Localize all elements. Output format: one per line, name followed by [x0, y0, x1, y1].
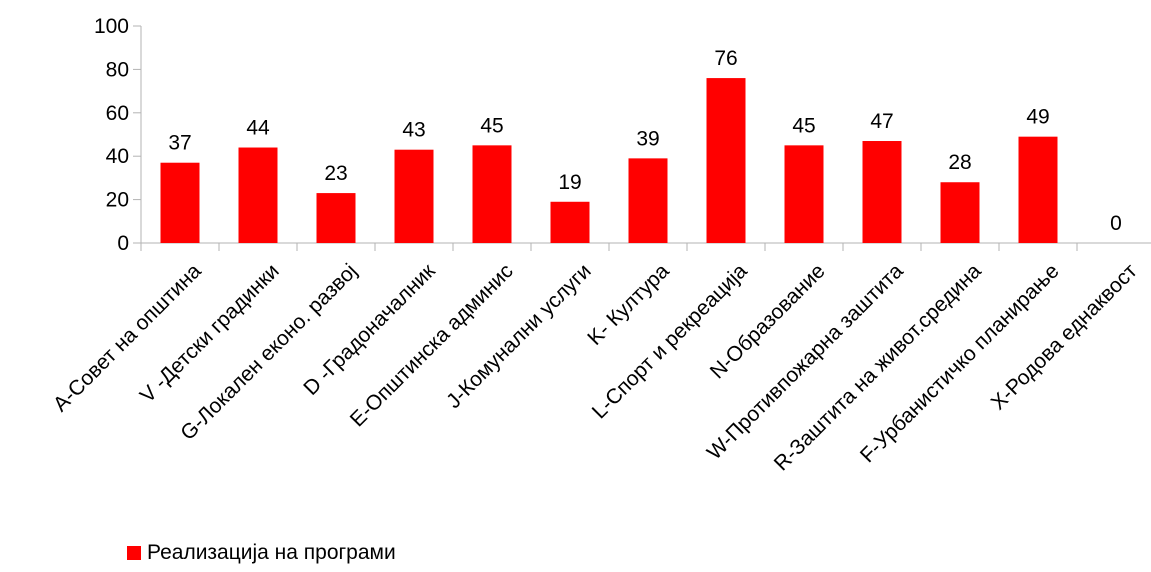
bar: [472, 145, 512, 243]
x-tick-label: V -Детски градинки: [136, 259, 284, 407]
bar: [394, 149, 434, 243]
y-tick-label: 0: [117, 232, 129, 255]
bar: [316, 193, 356, 243]
y-tick-label: 60: [106, 102, 129, 125]
bar: [238, 147, 278, 243]
data-labels: 37 44 23 43 45 19 39 76 45 47 28 49 0: [168, 47, 1122, 235]
data-label: 0: [1110, 212, 1122, 235]
legend-label: Реализација на програми: [147, 541, 396, 564]
bar: [1018, 136, 1058, 243]
data-label: 76: [714, 47, 737, 70]
data-label: 28: [948, 151, 971, 174]
data-label: 45: [480, 114, 503, 137]
bar: [628, 158, 668, 243]
y-tick-label: 80: [106, 58, 129, 81]
bar: [706, 78, 746, 243]
data-label: 49: [1026, 106, 1049, 129]
x-tick-label: D -Градоначалник: [299, 259, 440, 400]
data-label: 44: [246, 117, 270, 140]
y-tick-label: 40: [106, 145, 129, 168]
data-label: 43: [402, 119, 425, 142]
y-tick-label: 100: [94, 15, 129, 38]
data-label: 23: [324, 162, 347, 185]
x-axis: [140, 242, 1151, 251]
data-label: 47: [870, 110, 893, 133]
y-tick-label: 20: [106, 189, 129, 212]
data-label: 39: [636, 127, 659, 150]
bar: [784, 145, 824, 243]
x-tick-label: J-Комунални услуги: [442, 259, 596, 413]
data-label: 19: [558, 171, 581, 194]
x-tick-label: E-Општинска админис: [346, 259, 518, 431]
legend-swatch: [127, 546, 141, 560]
bar: [160, 162, 200, 243]
bar: [940, 182, 980, 243]
y-axis: 0 20 40 60 80 100: [94, 15, 142, 255]
data-label: 37: [168, 132, 191, 155]
data-label: 45: [792, 114, 815, 137]
legend: Реализација на програми: [127, 540, 396, 566]
bars: [160, 78, 1058, 243]
x-tick-label: L-Спорт и рекреација: [588, 259, 752, 423]
bar: [550, 201, 590, 243]
bar: [862, 141, 902, 243]
x-tick-label: X-Родова еднаквост: [987, 259, 1142, 414]
x-tick-label: A-Совет на општина: [49, 259, 206, 416]
